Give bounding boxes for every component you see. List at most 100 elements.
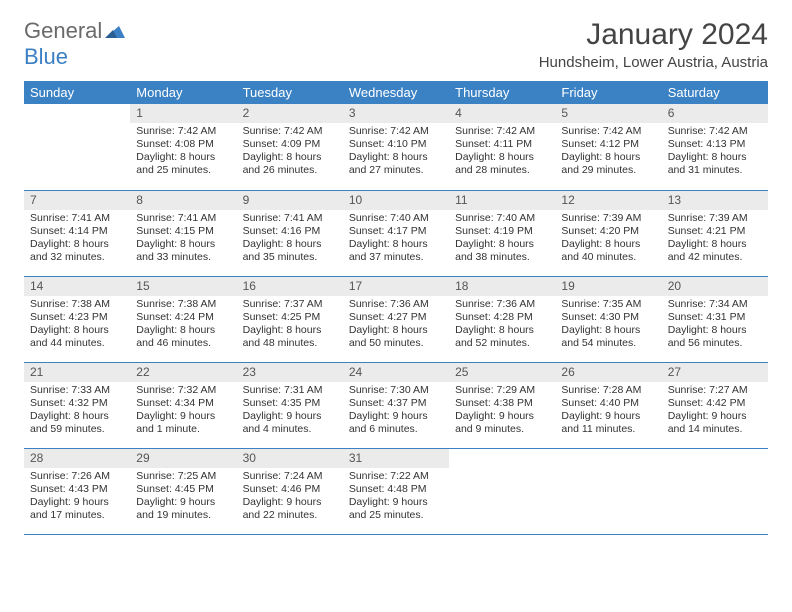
header: General Blue January 2024 Hundsheim, Low…: [24, 18, 768, 71]
sunrise-text: Sunrise: 7:31 AM: [243, 384, 337, 397]
location-label: Hundsheim, Lower Austria, Austria: [539, 54, 768, 71]
day-body: Sunrise: 7:32 AMSunset: 4:34 PMDaylight:…: [130, 382, 236, 441]
calendar-cell: 27Sunrise: 7:27 AMSunset: 4:42 PMDayligh…: [662, 362, 768, 448]
day-body: Sunrise: 7:40 AMSunset: 4:19 PMDaylight:…: [449, 210, 555, 269]
sunset-text: Sunset: 4:16 PM: [243, 225, 337, 238]
sunrise-text: Sunrise: 7:42 AM: [349, 125, 443, 138]
day-body: Sunrise: 7:29 AMSunset: 4:38 PMDaylight:…: [449, 382, 555, 441]
daylight-text: Daylight: 9 hours and 9 minutes.: [455, 410, 549, 436]
sunset-text: Sunset: 4:40 PM: [561, 397, 655, 410]
sunset-text: Sunset: 4:17 PM: [349, 225, 443, 238]
daylight-text: Daylight: 8 hours and 27 minutes.: [349, 151, 443, 177]
day-body: Sunrise: 7:30 AMSunset: 4:37 PMDaylight:…: [343, 382, 449, 441]
calendar-cell: .: [555, 448, 661, 534]
sunset-text: Sunset: 4:46 PM: [243, 483, 337, 496]
sunset-text: Sunset: 4:38 PM: [455, 397, 549, 410]
calendar-row: 7Sunrise: 7:41 AMSunset: 4:14 PMDaylight…: [24, 190, 768, 276]
day-number: 26: [555, 363, 661, 382]
calendar-cell: 4Sunrise: 7:42 AMSunset: 4:11 PMDaylight…: [449, 104, 555, 190]
daylight-text: Daylight: 8 hours and 32 minutes.: [30, 238, 124, 264]
day-body: Sunrise: 7:36 AMSunset: 4:27 PMDaylight:…: [343, 296, 449, 355]
daylight-text: Daylight: 8 hours and 44 minutes.: [30, 324, 124, 350]
calendar-cell: 5Sunrise: 7:42 AMSunset: 4:12 PMDaylight…: [555, 104, 661, 190]
daylight-text: Daylight: 9 hours and 25 minutes.: [349, 496, 443, 522]
day-body: Sunrise: 7:38 AMSunset: 4:24 PMDaylight:…: [130, 296, 236, 355]
sunset-text: Sunset: 4:37 PM: [349, 397, 443, 410]
sunset-text: Sunset: 4:48 PM: [349, 483, 443, 496]
sunset-text: Sunset: 4:23 PM: [30, 311, 124, 324]
sunrise-text: Sunrise: 7:25 AM: [136, 470, 230, 483]
calendar-cell: 26Sunrise: 7:28 AMSunset: 4:40 PMDayligh…: [555, 362, 661, 448]
daylight-text: Daylight: 9 hours and 6 minutes.: [349, 410, 443, 436]
sunrise-text: Sunrise: 7:27 AM: [668, 384, 762, 397]
calendar-row: .1Sunrise: 7:42 AMSunset: 4:08 PMDayligh…: [24, 104, 768, 190]
calendar-cell: .: [662, 448, 768, 534]
sunset-text: Sunset: 4:32 PM: [30, 397, 124, 410]
calendar-cell: 3Sunrise: 7:42 AMSunset: 4:10 PMDaylight…: [343, 104, 449, 190]
daylight-text: Daylight: 9 hours and 22 minutes.: [243, 496, 337, 522]
calendar-cell: .: [449, 448, 555, 534]
sunset-text: Sunset: 4:09 PM: [243, 138, 337, 151]
title-block: January 2024 Hundsheim, Lower Austria, A…: [539, 18, 768, 71]
calendar-cell: 23Sunrise: 7:31 AMSunset: 4:35 PMDayligh…: [237, 362, 343, 448]
day-number: 6: [662, 104, 768, 123]
sunrise-text: Sunrise: 7:42 AM: [455, 125, 549, 138]
day-body: Sunrise: 7:36 AMSunset: 4:28 PMDaylight:…: [449, 296, 555, 355]
calendar-cell: 22Sunrise: 7:32 AMSunset: 4:34 PMDayligh…: [130, 362, 236, 448]
sunrise-text: Sunrise: 7:26 AM: [30, 470, 124, 483]
calendar-cell: 25Sunrise: 7:29 AMSunset: 4:38 PMDayligh…: [449, 362, 555, 448]
calendar-cell: 24Sunrise: 7:30 AMSunset: 4:37 PMDayligh…: [343, 362, 449, 448]
day-body: Sunrise: 7:39 AMSunset: 4:21 PMDaylight:…: [662, 210, 768, 269]
weekday-header: Tuesday: [237, 81, 343, 104]
weekday-header: Monday: [130, 81, 236, 104]
day-number: 2: [237, 104, 343, 123]
day-number: 15: [130, 277, 236, 296]
day-body: Sunrise: 7:42 AMSunset: 4:13 PMDaylight:…: [662, 123, 768, 182]
day-number: 8: [130, 191, 236, 210]
sunset-text: Sunset: 4:27 PM: [349, 311, 443, 324]
sunrise-text: Sunrise: 7:40 AM: [455, 212, 549, 225]
sunrise-text: Sunrise: 7:39 AM: [668, 212, 762, 225]
day-body: Sunrise: 7:22 AMSunset: 4:48 PMDaylight:…: [343, 468, 449, 527]
sunset-text: Sunset: 4:24 PM: [136, 311, 230, 324]
weekday-header: Friday: [555, 81, 661, 104]
sunset-text: Sunset: 4:15 PM: [136, 225, 230, 238]
sunrise-text: Sunrise: 7:22 AM: [349, 470, 443, 483]
sunset-text: Sunset: 4:31 PM: [668, 311, 762, 324]
calendar-cell: 10Sunrise: 7:40 AMSunset: 4:17 PMDayligh…: [343, 190, 449, 276]
day-number: 24: [343, 363, 449, 382]
logo-text-general: General: [24, 18, 102, 43]
day-number: 25: [449, 363, 555, 382]
day-number: 10: [343, 191, 449, 210]
weekday-header: Saturday: [662, 81, 768, 104]
day-body: Sunrise: 7:25 AMSunset: 4:45 PMDaylight:…: [130, 468, 236, 527]
sunrise-text: Sunrise: 7:34 AM: [668, 298, 762, 311]
daylight-text: Daylight: 8 hours and 50 minutes.: [349, 324, 443, 350]
sunrise-text: Sunrise: 7:42 AM: [136, 125, 230, 138]
calendar-cell: 9Sunrise: 7:41 AMSunset: 4:16 PMDaylight…: [237, 190, 343, 276]
day-body: Sunrise: 7:27 AMSunset: 4:42 PMDaylight:…: [662, 382, 768, 441]
sunset-text: Sunset: 4:19 PM: [455, 225, 549, 238]
sunset-text: Sunset: 4:13 PM: [668, 138, 762, 151]
day-number: 1: [130, 104, 236, 123]
calendar-cell: .: [24, 104, 130, 190]
logo-text-blue: Blue: [24, 44, 68, 69]
sunset-text: Sunset: 4:10 PM: [349, 138, 443, 151]
sunrise-text: Sunrise: 7:41 AM: [136, 212, 230, 225]
day-body: Sunrise: 7:34 AMSunset: 4:31 PMDaylight:…: [662, 296, 768, 355]
sunrise-text: Sunrise: 7:32 AM: [136, 384, 230, 397]
sunset-text: Sunset: 4:20 PM: [561, 225, 655, 238]
daylight-text: Daylight: 8 hours and 33 minutes.: [136, 238, 230, 264]
daylight-text: Daylight: 8 hours and 28 minutes.: [455, 151, 549, 177]
calendar-cell: 7Sunrise: 7:41 AMSunset: 4:14 PMDaylight…: [24, 190, 130, 276]
calendar-table: SundayMondayTuesdayWednesdayThursdayFrid…: [24, 81, 768, 535]
day-body: Sunrise: 7:41 AMSunset: 4:15 PMDaylight:…: [130, 210, 236, 269]
logo: General Blue: [24, 18, 125, 70]
day-number: 28: [24, 449, 130, 468]
day-number: 13: [662, 191, 768, 210]
sunrise-text: Sunrise: 7:38 AM: [30, 298, 124, 311]
daylight-text: Daylight: 8 hours and 25 minutes.: [136, 151, 230, 177]
sunset-text: Sunset: 4:25 PM: [243, 311, 337, 324]
day-number: 14: [24, 277, 130, 296]
sunset-text: Sunset: 4:08 PM: [136, 138, 230, 151]
